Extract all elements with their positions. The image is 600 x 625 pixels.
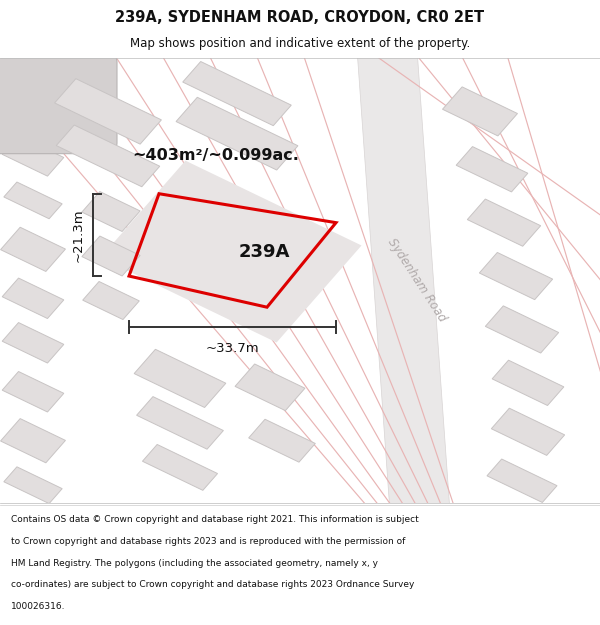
- Text: co-ordinates) are subject to Crown copyright and database rights 2023 Ordnance S: co-ordinates) are subject to Crown copyr…: [11, 581, 414, 589]
- Text: 100026316.: 100026316.: [11, 602, 65, 611]
- Polygon shape: [248, 419, 316, 462]
- Text: Map shows position and indicative extent of the property.: Map shows position and indicative extent…: [130, 37, 470, 50]
- Text: ~33.7m: ~33.7m: [206, 342, 259, 355]
- Polygon shape: [479, 253, 553, 299]
- Polygon shape: [4, 182, 62, 219]
- Polygon shape: [1, 89, 65, 134]
- Polygon shape: [2, 136, 64, 176]
- Polygon shape: [235, 364, 305, 411]
- Polygon shape: [1, 228, 65, 271]
- Text: 239A: 239A: [238, 242, 290, 261]
- Polygon shape: [83, 281, 139, 319]
- Polygon shape: [467, 199, 541, 246]
- Text: Sydenham Road: Sydenham Road: [385, 236, 449, 324]
- Polygon shape: [491, 408, 565, 456]
- Polygon shape: [82, 236, 140, 276]
- Text: 239A, SYDENHAM ROAD, CROYDON, CR0 2ET: 239A, SYDENHAM ROAD, CROYDON, CR0 2ET: [115, 10, 485, 25]
- Polygon shape: [4, 467, 62, 504]
- Text: ~21.3m: ~21.3m: [71, 208, 85, 262]
- Polygon shape: [485, 306, 559, 353]
- Polygon shape: [487, 459, 557, 503]
- FancyBboxPatch shape: [0, 51, 117, 154]
- Polygon shape: [134, 349, 226, 408]
- Polygon shape: [0, 56, 114, 140]
- Polygon shape: [55, 79, 161, 144]
- Polygon shape: [82, 192, 140, 231]
- Polygon shape: [357, 49, 450, 512]
- Text: Contains OS data © Crown copyright and database right 2021. This information is : Contains OS data © Crown copyright and d…: [11, 515, 419, 524]
- Polygon shape: [2, 371, 64, 412]
- Text: ~403m²/~0.099ac.: ~403m²/~0.099ac.: [133, 148, 299, 163]
- Text: HM Land Registry. The polygons (including the associated geometry, namely x, y: HM Land Registry. The polygons (includin…: [11, 559, 378, 568]
- Polygon shape: [100, 161, 362, 342]
- Polygon shape: [492, 360, 564, 406]
- Polygon shape: [56, 125, 160, 187]
- Polygon shape: [176, 98, 298, 170]
- Polygon shape: [1, 419, 65, 462]
- Polygon shape: [2, 322, 64, 363]
- Polygon shape: [2, 278, 64, 319]
- Text: to Crown copyright and database rights 2023 and is reproduced with the permissio: to Crown copyright and database rights 2…: [11, 537, 405, 546]
- Polygon shape: [137, 397, 223, 449]
- Polygon shape: [443, 87, 517, 136]
- Polygon shape: [456, 147, 528, 192]
- Polygon shape: [142, 444, 218, 491]
- Polygon shape: [183, 61, 291, 126]
